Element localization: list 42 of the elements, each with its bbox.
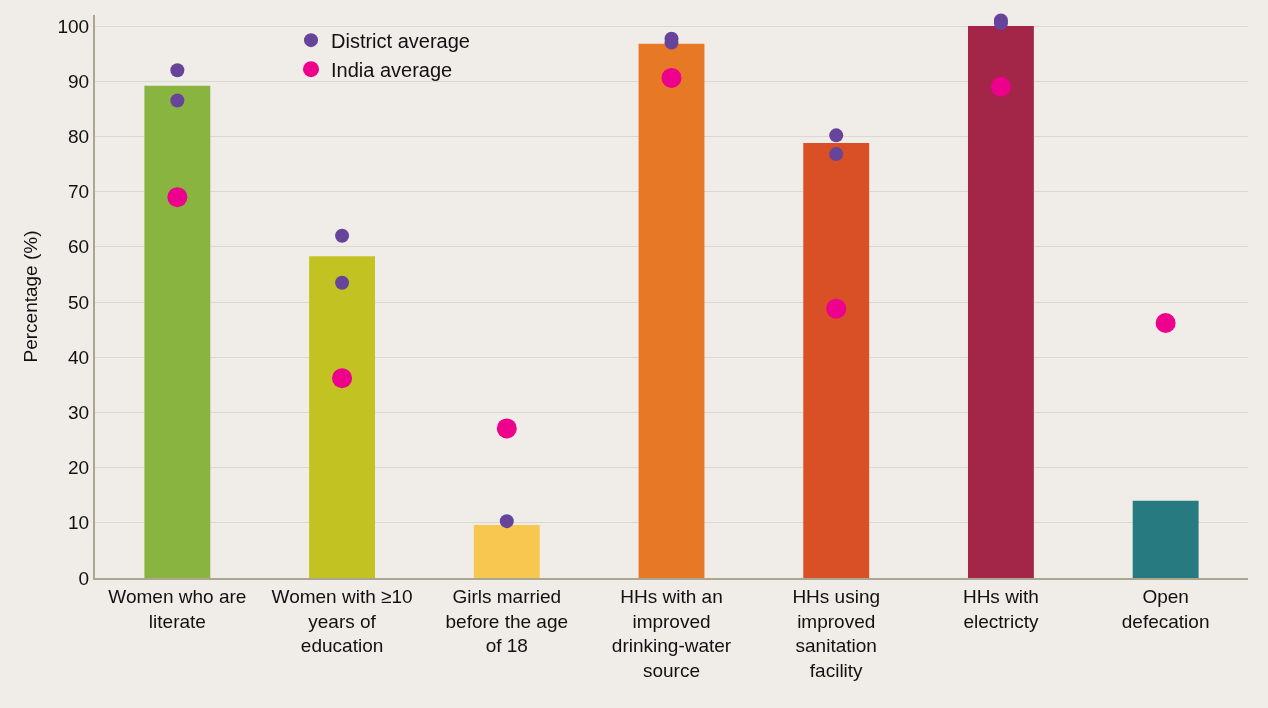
point xyxy=(170,63,185,78)
x-tick-label: Women who are literate xyxy=(108,585,247,632)
point xyxy=(826,298,847,319)
bar xyxy=(1132,500,1199,578)
y-tick-label: 20 xyxy=(68,457,90,479)
y-tick-label: 100 xyxy=(57,15,90,37)
y-tick-label: 40 xyxy=(68,346,90,368)
point xyxy=(170,93,185,108)
bar xyxy=(967,26,1034,578)
x-tick-label: HHs using improved sanitation facility xyxy=(792,585,881,681)
point xyxy=(1155,312,1176,333)
x-tick-label: HHs with electricty xyxy=(962,585,1039,632)
bar xyxy=(473,525,540,578)
y-tick-label: 90 xyxy=(68,70,90,92)
point xyxy=(496,418,517,439)
y-axis-title: Percentage (%) xyxy=(19,230,41,363)
legend-label: District average xyxy=(331,29,470,52)
x-tick-label: Women with ≥10 years of education xyxy=(271,585,413,657)
legend-label: India average xyxy=(331,58,453,81)
y-tick-label: 70 xyxy=(68,181,90,203)
y-tick-label: 60 xyxy=(68,236,90,258)
x-tick-label: Open defecation xyxy=(1121,585,1210,632)
x-tick-label: HHs with an improved drinking-water source xyxy=(611,585,732,681)
y-tick-label: 10 xyxy=(68,512,90,534)
point xyxy=(661,67,682,88)
y-tick-label: 0 xyxy=(78,567,90,589)
bar xyxy=(638,43,705,578)
y-tick-label: 30 xyxy=(68,402,90,424)
bar xyxy=(144,85,211,578)
x-tick-label: Girls married before the age of 18 xyxy=(445,585,569,657)
point xyxy=(829,128,844,143)
point xyxy=(332,368,353,389)
point xyxy=(499,514,514,529)
point xyxy=(335,228,350,243)
y-tick-label: 50 xyxy=(68,291,90,313)
point xyxy=(167,187,188,208)
bar xyxy=(803,143,870,578)
bar xyxy=(309,256,376,578)
y-tick-label: 80 xyxy=(68,126,90,148)
point xyxy=(335,275,350,290)
point xyxy=(990,76,1011,97)
point xyxy=(829,147,844,162)
